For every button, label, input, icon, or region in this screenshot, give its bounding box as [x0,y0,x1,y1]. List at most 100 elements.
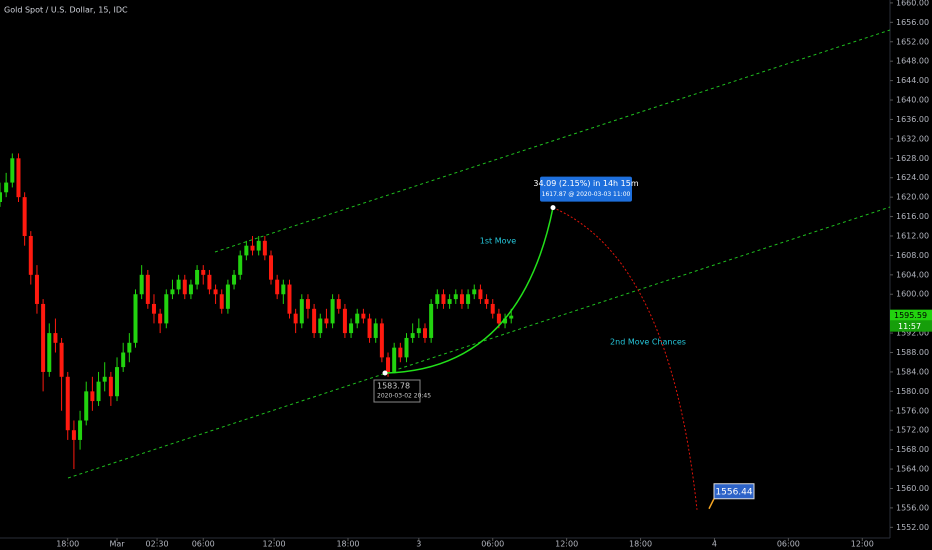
candle-body [188,284,193,295]
candle-body [367,318,372,338]
candle-body [256,240,261,251]
y-tick-label: 1612.00 [896,231,929,240]
candle-body [503,318,508,324]
candle-body [207,274,212,290]
y-tick-label: 1560.00 [896,484,929,493]
candle-body [496,313,501,324]
candle-body [219,294,224,309]
candle-body [373,323,378,338]
candle-body [453,294,458,300]
x-tick-label: 06:00 [777,540,800,549]
candle-body [102,376,107,382]
y-tick-label: 1600.00 [896,290,929,299]
y-tick-label: 1656.00 [896,18,929,27]
candle-body [429,303,434,338]
candle-body [478,289,483,300]
candle-body [176,279,181,290]
first-move-label: 1st Move [480,237,516,246]
last-price-tag [890,309,932,321]
y-tick-label: 1568.00 [896,445,929,454]
candle-body [379,323,384,358]
measure-box [540,176,632,202]
second-move-label: 2nd Move Chances [610,338,686,347]
low-label-box [373,379,421,403]
candle-body [201,269,206,275]
candle-body [472,289,477,295]
candle-body [65,376,70,431]
x-tick-label: 12:00 [555,540,578,549]
y-tick-label: 1572.00 [896,426,929,435]
y-tick-label: 1604.00 [896,270,929,279]
candle-body [238,255,243,275]
y-tick-label: 1580.00 [896,387,929,396]
candle-body [78,420,83,440]
candle-body [0,192,2,202]
candle-body [108,376,113,397]
candle-body [225,284,230,309]
y-tick-label: 1632.00 [896,134,929,143]
candle-body [392,347,397,372]
x-tick-label: 12:00 [263,540,286,549]
y-tick-label: 1592.00 [896,329,929,338]
candle-body [342,308,347,334]
candle-body [213,289,218,295]
target-box [713,483,755,500]
candle-body [115,367,120,397]
candle-body [34,274,39,304]
candle-body [133,294,138,343]
y-tick-label: 1624.00 [896,173,929,182]
timer-tag [890,320,932,332]
low-price-label: 1583.78 [377,382,410,391]
y-tick-label: 1620.00 [896,193,929,202]
y-tick-label: 1552.00 [896,523,929,532]
first-move-curve [384,207,554,374]
y-tick-label: 1636.00 [896,115,929,124]
candle-body [59,342,64,377]
y-tick-label: 1660.00 [896,0,929,7]
y-tick-label: 1576.00 [896,406,929,415]
candle-body [466,294,471,304]
candle-body [275,279,280,295]
candle-body [262,240,267,256]
y-tick-label: 1588.00 [896,348,929,357]
candle-body [355,313,360,324]
x-tick-label: 06:00 [481,540,504,549]
x-tick-label: 02:30 [146,540,169,549]
candle-body [299,299,304,324]
x-tick-label: 4 [712,540,717,549]
candle-body [269,255,274,280]
y-tick-label: 1640.00 [896,96,929,105]
candle-body [324,318,329,324]
candle-body [127,342,132,353]
candle-body [312,308,317,334]
candle-body [28,235,33,275]
y-tick-label: 1644.00 [896,76,929,85]
x-tick-label: 12:00 [851,540,874,549]
candle-body [71,430,76,440]
candle-body [484,299,489,304]
candle-body [404,337,409,358]
candle-body [459,294,464,304]
measure-detail: 1617.87 @ 2020-03-03 11:00 [542,191,631,198]
candle-body [158,313,163,324]
candle-body [318,318,323,334]
low-point [382,370,388,376]
timer-label: 11:57 [898,322,921,331]
y-tick-label: 1628.00 [896,154,929,163]
candle-body [509,315,514,319]
candle-body [349,323,354,334]
candle-body [90,391,95,402]
x-tick-label: 06:00 [192,540,215,549]
candle-body [422,328,427,338]
candle-body [121,352,126,368]
second-move-curve [552,207,698,510]
y-tick-label: 1648.00 [896,57,929,66]
candle-body [386,357,391,372]
candle-body [96,381,101,402]
x-tick-label: 18:00 [56,540,79,549]
measure-label: 34.09 (2.15%) in 14h 15m [533,179,638,188]
candle-body [287,284,292,314]
x-tick-label: 18:00 [336,540,359,549]
candle-body [195,269,200,285]
